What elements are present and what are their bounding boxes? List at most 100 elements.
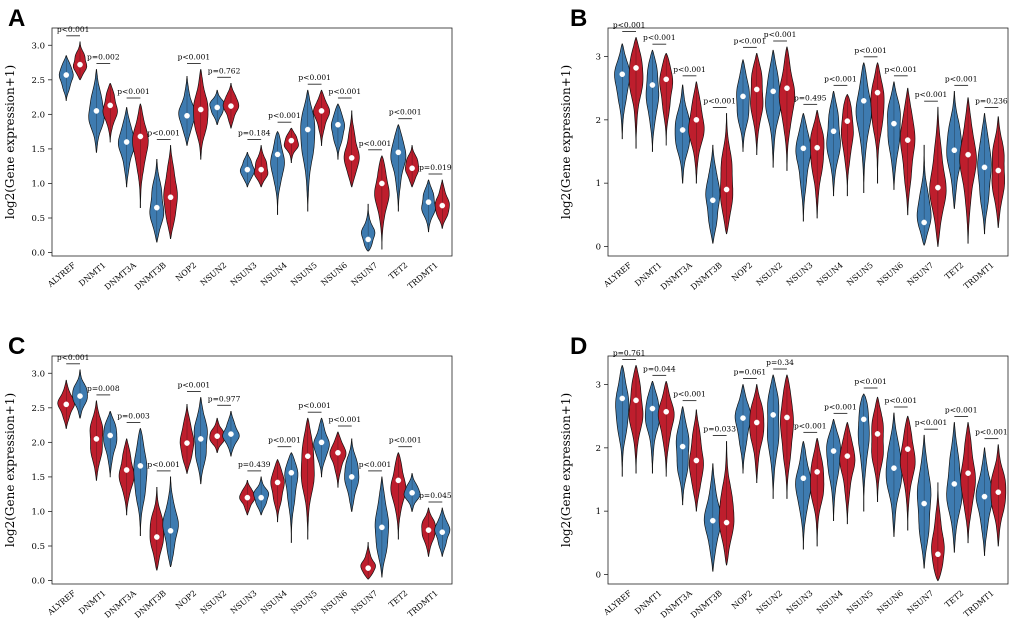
panel-letter: D (570, 333, 587, 360)
median-point (679, 127, 686, 133)
x-tick-label: NSUN6 (875, 589, 905, 616)
panel-letter: B (570, 5, 587, 32)
p-value-label: p<0.001 (945, 74, 978, 83)
median-point (63, 401, 70, 408)
p-value-label: p<0.001 (359, 139, 392, 148)
median-point (197, 106, 204, 113)
median-point (123, 467, 130, 473)
median-point (844, 453, 851, 459)
median-point (154, 534, 160, 540)
median-point (649, 82, 656, 88)
y-tick-label: 1 (596, 179, 601, 189)
x-tick-label: NSUN5 (289, 589, 319, 616)
p-value-label: p=0.495 (794, 93, 827, 102)
x-tick-label: NSUN4 (815, 589, 845, 616)
p-value-label: p=0.045 (419, 491, 452, 500)
median-point (710, 197, 716, 204)
x-tick-label: NSUN4 (259, 261, 289, 288)
median-point (753, 86, 760, 93)
x-tick-label: TET2 (943, 589, 965, 610)
x-tick-label: NSUN5 (845, 261, 875, 288)
p-value-label: p<0.001 (975, 428, 1008, 437)
median-point (167, 528, 174, 534)
p-value-label: p<0.001 (734, 36, 767, 45)
median-point (93, 436, 100, 442)
median-point (814, 144, 820, 151)
category-group: p<0.001 NOP2 (730, 36, 766, 283)
y-tick-label: 0.0 (31, 249, 45, 259)
median-point (395, 149, 402, 156)
y-tick-label: 2.5 (31, 404, 45, 414)
y-tick-label: 1.5 (31, 145, 45, 155)
p-value-label: p<0.001 (673, 65, 706, 74)
median-point (995, 167, 1002, 174)
median-point (723, 186, 730, 193)
x-tick-label: TRDMT1 (962, 261, 996, 291)
median-point (995, 489, 1002, 495)
x-tick-label: DNMT3A (103, 588, 138, 619)
median-point (830, 448, 837, 454)
median-point (800, 475, 807, 482)
median-point (274, 151, 281, 158)
median-point (258, 166, 264, 173)
median-point (335, 121, 341, 128)
category-group: p<0.001 NSUN5 (289, 401, 331, 615)
p-value-label: p<0.001 (854, 377, 887, 386)
p-value-label: p<0.001 (147, 460, 180, 469)
p-value-label: p<0.001 (764, 30, 797, 39)
x-tick-label: DNMT3B (689, 589, 724, 620)
median-point (167, 194, 174, 201)
median-point (77, 393, 83, 399)
median-point (800, 145, 807, 152)
y-tick-label: 0.5 (31, 542, 45, 552)
y-axis-label: log2(Gene expression+1) (3, 65, 17, 219)
median-point (93, 108, 100, 114)
x-tick-label: ALYREF (601, 588, 633, 617)
category-group: p=0.061 NOP2 (730, 368, 766, 611)
median-point (904, 446, 911, 452)
x-tick-label: TRDMT1 (962, 589, 996, 619)
median-point (184, 440, 190, 446)
x-tick-label: NSUN5 (845, 589, 875, 616)
x-tick-label: TRDMT1 (406, 589, 440, 619)
median-point (409, 489, 415, 496)
median-point (379, 180, 385, 187)
median-point (679, 443, 686, 450)
median-point (288, 469, 295, 476)
y-tick-label: 1 (596, 507, 601, 517)
y-tick-label: 3 (596, 381, 601, 391)
median-point (753, 419, 760, 426)
y-tick-label: 2.0 (31, 110, 45, 120)
median-point (425, 199, 432, 205)
y-tick-label: 1.5 (31, 473, 45, 483)
median-point (619, 71, 626, 78)
median-point (633, 397, 639, 404)
x-tick-label: NSUN6 (319, 589, 349, 616)
median-point (395, 477, 402, 484)
median-point (770, 88, 776, 95)
p-value-label: p=0.003 (117, 412, 150, 421)
category-group: p<0.001 TET2 (943, 74, 977, 281)
median-point (860, 98, 867, 104)
p-value-label: p=0.033 (703, 425, 736, 434)
p-value-label: p<0.001 (703, 97, 736, 106)
x-tick-label: NOP2 (174, 589, 198, 611)
median-point (649, 405, 656, 412)
median-point (784, 414, 790, 421)
median-point (874, 89, 881, 96)
p-value-label: p<0.001 (57, 353, 90, 362)
panel-letter: C (8, 333, 25, 360)
median-point (107, 432, 114, 439)
median-point (137, 133, 144, 140)
median-point (891, 120, 897, 127)
x-tick-label: ALYREF (45, 588, 77, 617)
x-tick-label: DNMT3B (133, 261, 168, 292)
p-value-label: p=0.977 (208, 394, 241, 403)
p-value-label: p<0.001 (824, 74, 857, 83)
p-value-label: p<0.001 (673, 390, 706, 399)
median-point (965, 470, 971, 476)
median-point (921, 500, 927, 507)
